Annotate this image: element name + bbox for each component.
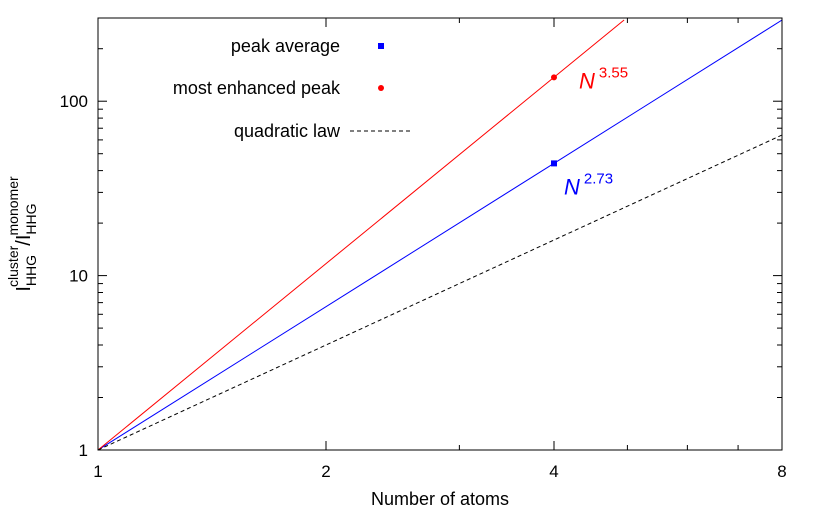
y-title-sub1: HHG bbox=[23, 255, 39, 286]
fit-line bbox=[98, 19, 782, 450]
x-tick-labels: 1 2 4 8 bbox=[93, 462, 786, 481]
y-title-sup1: cluster bbox=[5, 245, 21, 287]
x-tick-label: 1 bbox=[93, 462, 102, 481]
ticks-layer bbox=[97, 17, 783, 451]
y-tick-label: 1 bbox=[79, 441, 88, 460]
data-point-square bbox=[551, 160, 557, 167]
legend-label: quadratic law bbox=[234, 121, 341, 141]
series-layer bbox=[98, 19, 782, 450]
svg-text:IHHGcluster/IHHGmonomer: IHHGcluster/IHHGmonomer bbox=[5, 176, 39, 292]
blue-exponent-label-base: N bbox=[564, 174, 580, 199]
plot-frame bbox=[97, 17, 783, 451]
legend-marker-square bbox=[378, 43, 384, 49]
y-title-separator: /I bbox=[13, 235, 35, 246]
y-tick-label: 100 bbox=[60, 92, 88, 111]
marker-layer bbox=[551, 74, 557, 167]
x-tick-label: 4 bbox=[549, 462, 558, 481]
legend-marker-circle bbox=[378, 85, 384, 91]
red-exponent-label-exponent: 3.55 bbox=[599, 64, 628, 81]
y-title-sub2: HHG bbox=[23, 203, 39, 234]
blue-exponent-label-exponent: 2.73 bbox=[584, 170, 613, 187]
fit-line bbox=[98, 19, 625, 450]
fit-line bbox=[98, 134, 782, 450]
y-title-base: I bbox=[13, 286, 35, 292]
legend-label: most enhanced peak bbox=[173, 78, 341, 98]
x-tick-label: 8 bbox=[777, 462, 786, 481]
red-exponent-label-base: N bbox=[579, 68, 595, 93]
y-tick-label: 10 bbox=[69, 267, 88, 286]
legend-label: peak average bbox=[231, 36, 340, 56]
y-axis-title: IHHGcluster/IHHGmonomer bbox=[5, 176, 39, 292]
red-exponent-label: N 3.55 bbox=[579, 64, 628, 93]
y-tick-labels: 1 10 100 bbox=[60, 92, 88, 460]
data-point-circle bbox=[551, 74, 557, 81]
blue-exponent-label: N 2.73 bbox=[564, 170, 613, 199]
x-axis-title: Number of atoms bbox=[371, 489, 509, 509]
legend: peak average most enhanced peak quadratic … bbox=[173, 36, 412, 141]
y-title-sup2: monomer bbox=[5, 176, 21, 235]
annotation-layer: N 3.55N 2.73 bbox=[564, 64, 628, 199]
x-tick-label: 2 bbox=[321, 462, 330, 481]
